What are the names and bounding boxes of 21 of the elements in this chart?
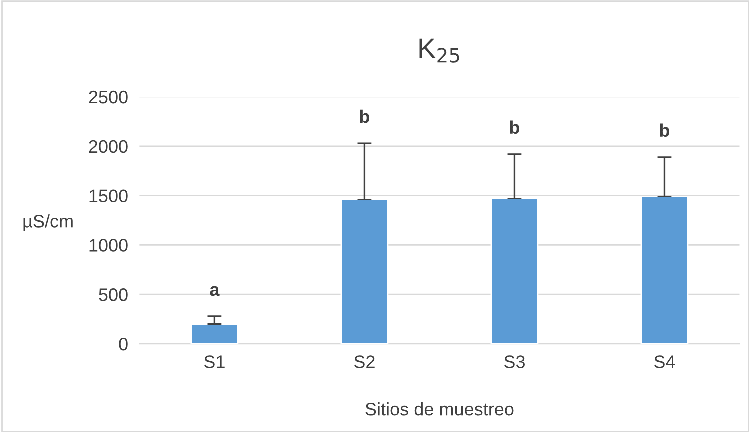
chart-title: K$_{25}$ [420,38,460,63]
y-tick-label: 1500 [90,190,128,203]
x-tick-label: S1 [204,356,225,368]
bar [490,198,539,344]
annotation: b [360,110,370,124]
x-tick-label: S4 [654,356,676,368]
y-tick-label: 0 [119,338,128,351]
y-tick-label: 500 [99,288,128,302]
bar [640,196,689,344]
annotation: a [210,286,220,296]
y-axis-title: µS/cm [24,214,73,232]
y-tick-label: 1000 [90,239,128,252]
x-tick-label: S2 [354,356,375,368]
bar [340,199,389,344]
y-tick-label: 2500 [89,90,128,104]
x-axis-title: Sitios de muestreo [366,402,514,416]
y-tick-label: 2000 [89,140,128,154]
x-tick-label: S3 [504,356,525,368]
bar [190,324,239,344]
annotation: b [660,124,670,138]
annotation: b [510,120,520,134]
